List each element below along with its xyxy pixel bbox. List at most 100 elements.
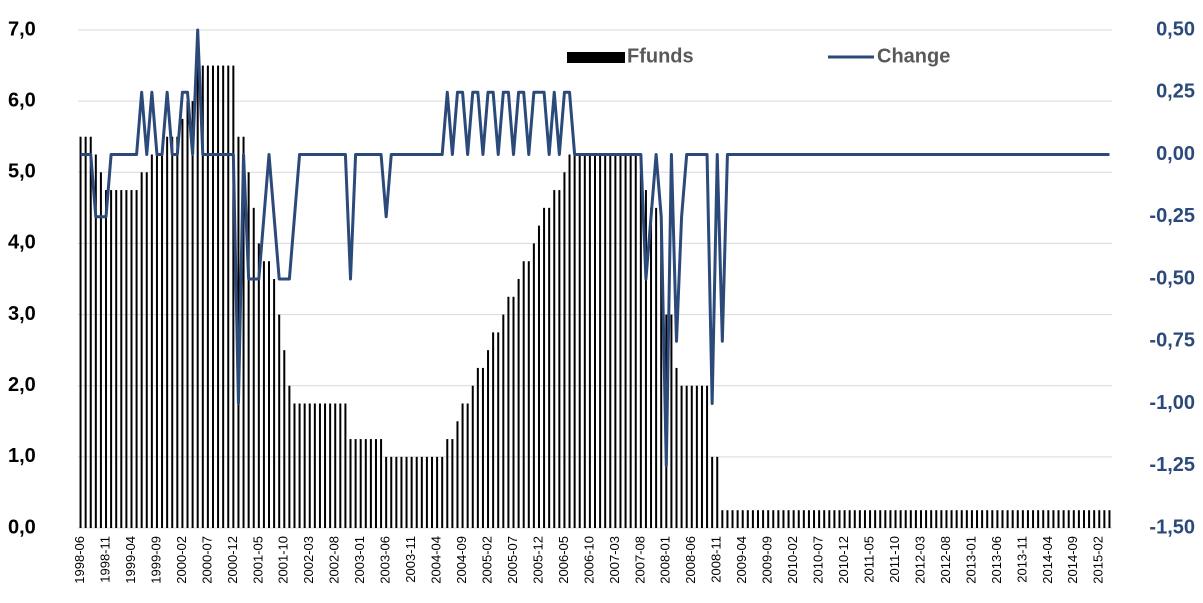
bar [874,510,877,528]
bar [690,385,693,528]
legend-label: Ffunds [627,45,694,67]
bar [171,136,174,528]
x-tick-label: 2001-10 [276,536,291,584]
y-tick-label: 0,0 [8,516,36,538]
x-tick-label: 2009-09 [760,536,775,584]
bar [247,172,250,529]
bar [140,172,143,529]
x-tick-label: 2015-02 [1091,536,1106,584]
bar [716,456,719,528]
bar [507,296,510,528]
bar [711,456,714,528]
bar [594,154,596,528]
bar [125,190,128,529]
bar [680,385,683,528]
x-tick-label: 2014-04 [1040,536,1055,584]
x-tick-label: 2007-03 [607,536,622,584]
bar [588,154,591,528]
bar [930,510,933,528]
bar [909,510,912,528]
bar [919,510,922,528]
y-tick-label: 2,0 [8,374,36,396]
bar [99,172,102,529]
x-tick-label: 2010-02 [785,536,800,584]
bar [390,456,393,528]
bar [497,332,500,528]
x-tick-label: 1999-09 [148,536,163,584]
legend-swatch [567,52,625,63]
bar [639,154,642,528]
bar [614,154,617,528]
x-tick-label: 2003-11 [403,536,418,583]
bar [965,510,968,528]
x-tick-label: 2008-11 [709,536,724,583]
bar [634,154,637,528]
bar [894,510,897,528]
bar [884,510,887,528]
y-tick-label: 6,0 [8,89,36,111]
bar [268,261,271,528]
bar [813,510,816,528]
x-tick-label: 2008-01 [658,536,673,584]
bar [150,154,153,528]
bar [853,510,856,528]
bar [425,456,428,528]
bar [166,136,169,528]
bar [578,154,581,528]
x-tick-label: 2013-01 [963,536,978,584]
bar [1082,510,1085,528]
bar [420,456,423,528]
y-tick-label: 5,0 [8,161,36,183]
bar [599,154,602,528]
bar [522,261,525,528]
bar [726,510,729,528]
bar [176,136,179,528]
x-tick-label: 2000-07 [199,536,214,584]
bar [492,332,495,528]
y2-tick-label: 0,00 [1156,143,1195,165]
bar [446,439,449,528]
bar [293,403,296,528]
bar [981,510,984,528]
bar [792,510,795,528]
bar [828,510,831,528]
x-tick-label: 2010-12 [836,536,851,584]
bar [741,510,744,528]
bar [721,510,724,528]
bar [115,190,118,529]
x-tick-label: 2005-02 [479,536,494,584]
x-tick-label: 2011-05 [861,536,876,583]
bar [787,510,790,528]
bar [374,439,377,528]
bar [899,510,902,528]
y2-tick-label: -0,75 [1149,330,1195,352]
bar [405,456,408,528]
bar [950,510,953,528]
y-tick-label: 1,0 [8,445,36,467]
bar [191,101,194,529]
bar [349,439,352,528]
bar [629,154,632,528]
bar [848,510,851,528]
bar [415,456,418,528]
x-tick-label: 2012-08 [938,536,953,584]
bar [369,439,372,528]
bar [843,510,846,528]
x-tick-label: 1998-11 [97,536,112,583]
bar [283,350,286,528]
bar [1072,510,1075,528]
bar [563,172,566,529]
bar [537,225,540,528]
bar [252,207,255,528]
bar [1042,510,1045,528]
legend-label: Change [877,45,950,67]
bar [278,314,281,528]
bar [273,279,276,528]
bar [731,510,734,528]
bar [1032,510,1035,528]
bar [762,510,765,528]
bar [833,510,836,528]
bar [380,439,383,528]
bar [471,385,474,528]
bar [1006,510,1009,528]
